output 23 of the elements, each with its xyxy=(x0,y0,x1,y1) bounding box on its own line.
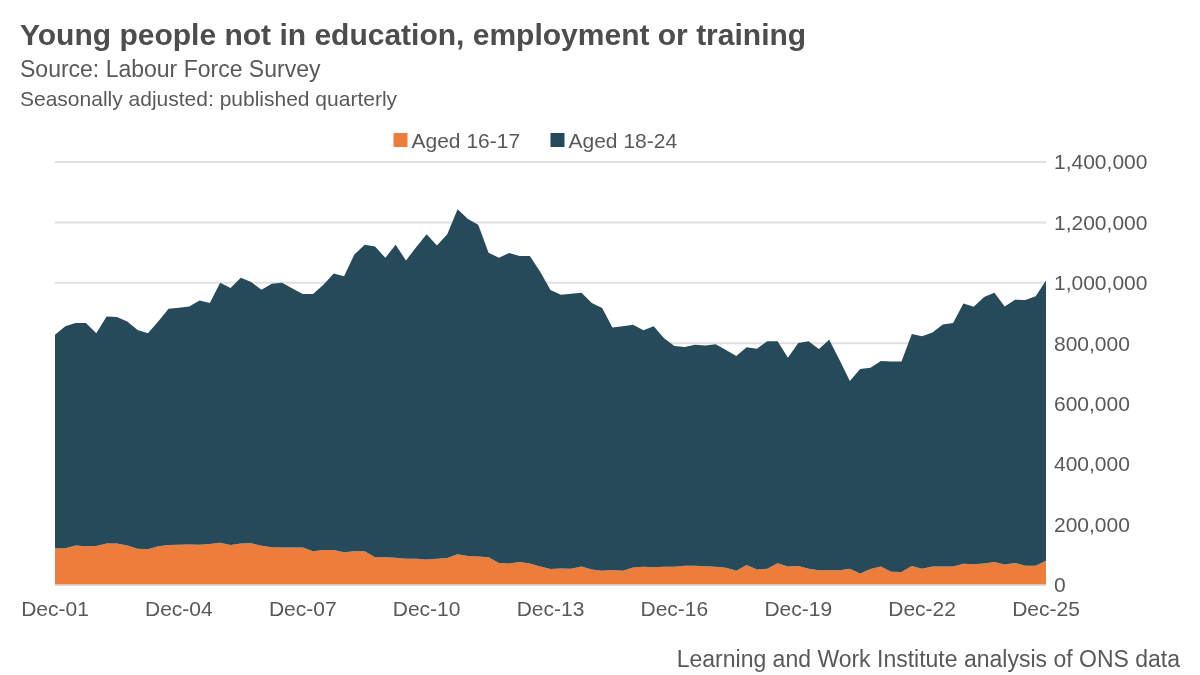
x-tick-label: Dec-19 xyxy=(764,597,833,620)
text: Seasonally adjusted: published quarterly xyxy=(20,87,398,110)
x-tick-label: Dec-25 xyxy=(1012,597,1080,620)
text: Learning and Work Institute analysis of ONS data xyxy=(676,646,1181,672)
y-tick-label: 1,000,000 xyxy=(1054,271,1148,295)
y-tick-label: 1,200,000 xyxy=(1054,210,1148,234)
y-tick-label: 800,000 xyxy=(1054,331,1130,355)
chart-subtitle: Source: Labour Force Survey xyxy=(20,56,321,82)
x-tick-label: Dec-01 xyxy=(21,597,89,620)
x-tick-label: Dec-22 xyxy=(888,597,956,620)
x-tick-label: Dec-07 xyxy=(268,597,337,620)
x-tick-label: Dec-04 xyxy=(145,597,214,620)
x-tick-label: Dec-10 xyxy=(392,597,461,620)
x-tick-label: Dec-16 xyxy=(640,597,709,620)
y-tick-label: 1,400,000 xyxy=(1054,150,1148,174)
chart-title: Young people not in education, employment or training xyxy=(20,18,807,51)
y-tick-label: 600,000 xyxy=(1054,392,1130,416)
y-tick-label: 200,000 xyxy=(1054,512,1130,536)
legend-label: Aged 18-24 xyxy=(568,129,678,153)
x-tick-label: Dec-13 xyxy=(516,597,585,620)
y-tick-label: 0 xyxy=(1054,573,1066,597)
legend-label: Aged 16-17 xyxy=(411,129,521,153)
y-tick-label: 400,000 xyxy=(1054,452,1130,476)
